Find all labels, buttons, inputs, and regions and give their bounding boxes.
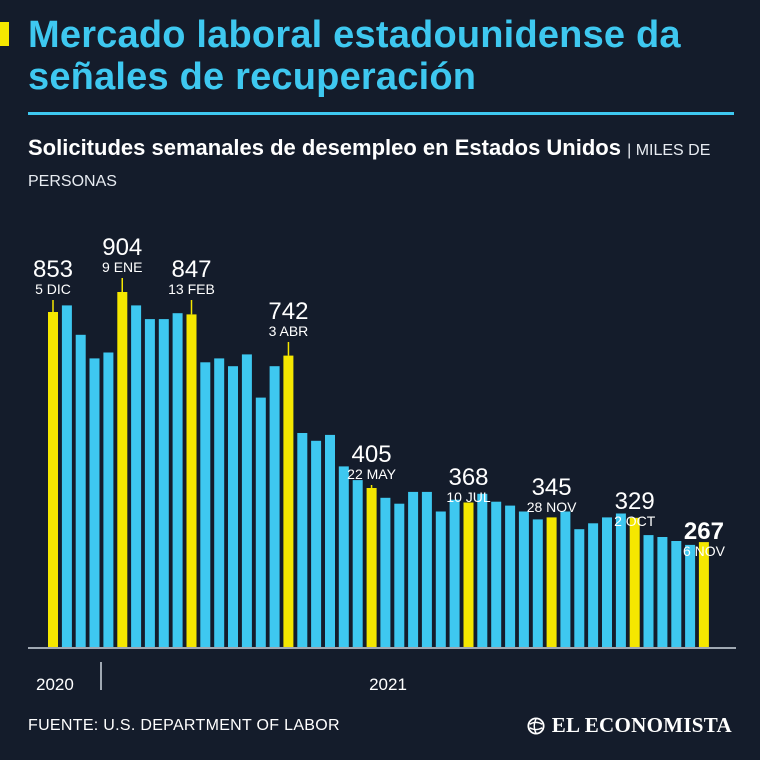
annotation-value: 329	[615, 488, 655, 515]
chart-units: | MILES DE PERSONAS	[28, 142, 711, 190]
bar	[228, 366, 238, 647]
page-title: Mercado laboral estadounidense da señale…	[28, 14, 681, 98]
bar	[269, 366, 280, 647]
annotation-value: 345	[532, 474, 572, 501]
bar	[89, 358, 100, 647]
annotation-date: 5 DIC	[35, 281, 71, 297]
bar-highlight	[186, 314, 197, 647]
year-tick-label: 2020	[36, 675, 74, 694]
bar	[657, 537, 668, 647]
annotation-value: 904	[102, 234, 142, 261]
bar	[615, 513, 626, 647]
bar-highlight	[366, 488, 377, 647]
bar	[491, 501, 502, 647]
bar	[297, 433, 308, 647]
bar	[408, 491, 419, 647]
bar	[338, 466, 349, 647]
chart-subtitle: Solicitudes semanales de desempleo en Es…	[28, 134, 728, 196]
bar-highlight	[283, 355, 294, 647]
annotation-value: 847	[171, 256, 211, 283]
annotation-date: 3 ABR	[269, 323, 309, 339]
bar	[588, 523, 599, 647]
annotation-date: 6 NOV	[683, 543, 726, 559]
annotation-value: 742	[268, 298, 308, 325]
bar	[477, 493, 488, 647]
bar	[643, 535, 654, 647]
bar	[505, 505, 516, 647]
bar	[325, 434, 335, 647]
bar	[532, 519, 543, 647]
bar	[172, 313, 183, 647]
annotation-value: 267	[684, 518, 724, 545]
annotation-date: 22 MAY	[347, 466, 396, 482]
source-note: FUENTE: U.S. DEPARTMENT OF LABOR	[28, 717, 340, 734]
bar	[671, 541, 682, 647]
bar-highlight	[698, 542, 709, 647]
bar	[449, 499, 460, 647]
globe-icon	[527, 716, 545, 735]
bar	[394, 503, 405, 647]
bar	[241, 354, 252, 647]
bar	[131, 305, 142, 647]
annotation-value: 368	[448, 464, 488, 491]
bar	[380, 497, 391, 647]
bar	[103, 352, 114, 647]
bar	[61, 305, 72, 647]
title-divider	[28, 112, 734, 115]
bar	[352, 480, 363, 647]
bar-highlight	[629, 517, 640, 647]
annotation-value: 405	[352, 441, 392, 468]
annotation-date: 28 NOV	[527, 499, 577, 515]
brand-logo: EL ECONOMISTA	[527, 713, 732, 738]
bar	[602, 517, 612, 647]
bar	[214, 358, 225, 647]
annotation-date: 9 ENE	[102, 259, 142, 275]
bar	[144, 319, 155, 647]
year-tick-label: 2021	[369, 675, 407, 694]
bar	[574, 529, 585, 647]
annotation-date: 10 JUL	[446, 489, 491, 505]
bar	[435, 511, 446, 647]
bar-highlight	[117, 292, 128, 647]
brand-name: EL ECONOMISTA	[551, 713, 732, 737]
bar	[311, 440, 322, 647]
bar	[421, 491, 432, 647]
bar	[255, 397, 266, 647]
bar	[685, 544, 696, 647]
chart-subtitle-text: Solicitudes semanales de desempleo en Es…	[28, 135, 621, 160]
annotation-value: 853	[33, 256, 73, 283]
bar	[560, 511, 571, 647]
bar	[158, 319, 169, 647]
annotation-date: 2 OCT	[614, 513, 656, 529]
annotation-date: 13 FEB	[168, 281, 215, 297]
bar-highlight	[546, 517, 557, 647]
bar-highlight	[463, 502, 474, 647]
accent-bar	[0, 22, 9, 46]
bar-highlight	[48, 312, 58, 647]
bar	[518, 511, 529, 647]
bar	[75, 334, 86, 647]
bar	[200, 362, 211, 647]
